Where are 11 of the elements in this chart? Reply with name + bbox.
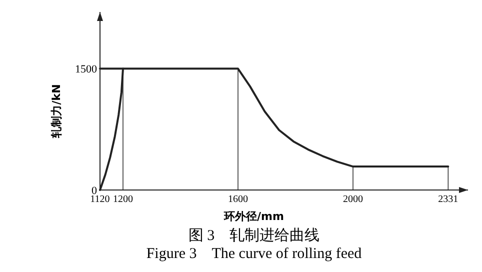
x-tick-label: 1200 [113, 194, 133, 205]
x-tick-label: 2331 [438, 194, 458, 205]
y-tick-label: 0 [92, 185, 98, 197]
x-tick-label: 2000 [343, 194, 363, 205]
x-tick-label: 1600 [228, 194, 248, 205]
y-axis-title: 轧制力/kN [50, 84, 63, 139]
x-axis-title: 环外径/mm [223, 210, 284, 223]
caption: 图 3 轧制进给曲线 [188, 227, 320, 244]
y-tick-label: 1500 [75, 64, 98, 76]
x-tick-label: 1120 [90, 194, 110, 205]
caption: Figure 3 The curve of rolling feed [146, 246, 362, 262]
